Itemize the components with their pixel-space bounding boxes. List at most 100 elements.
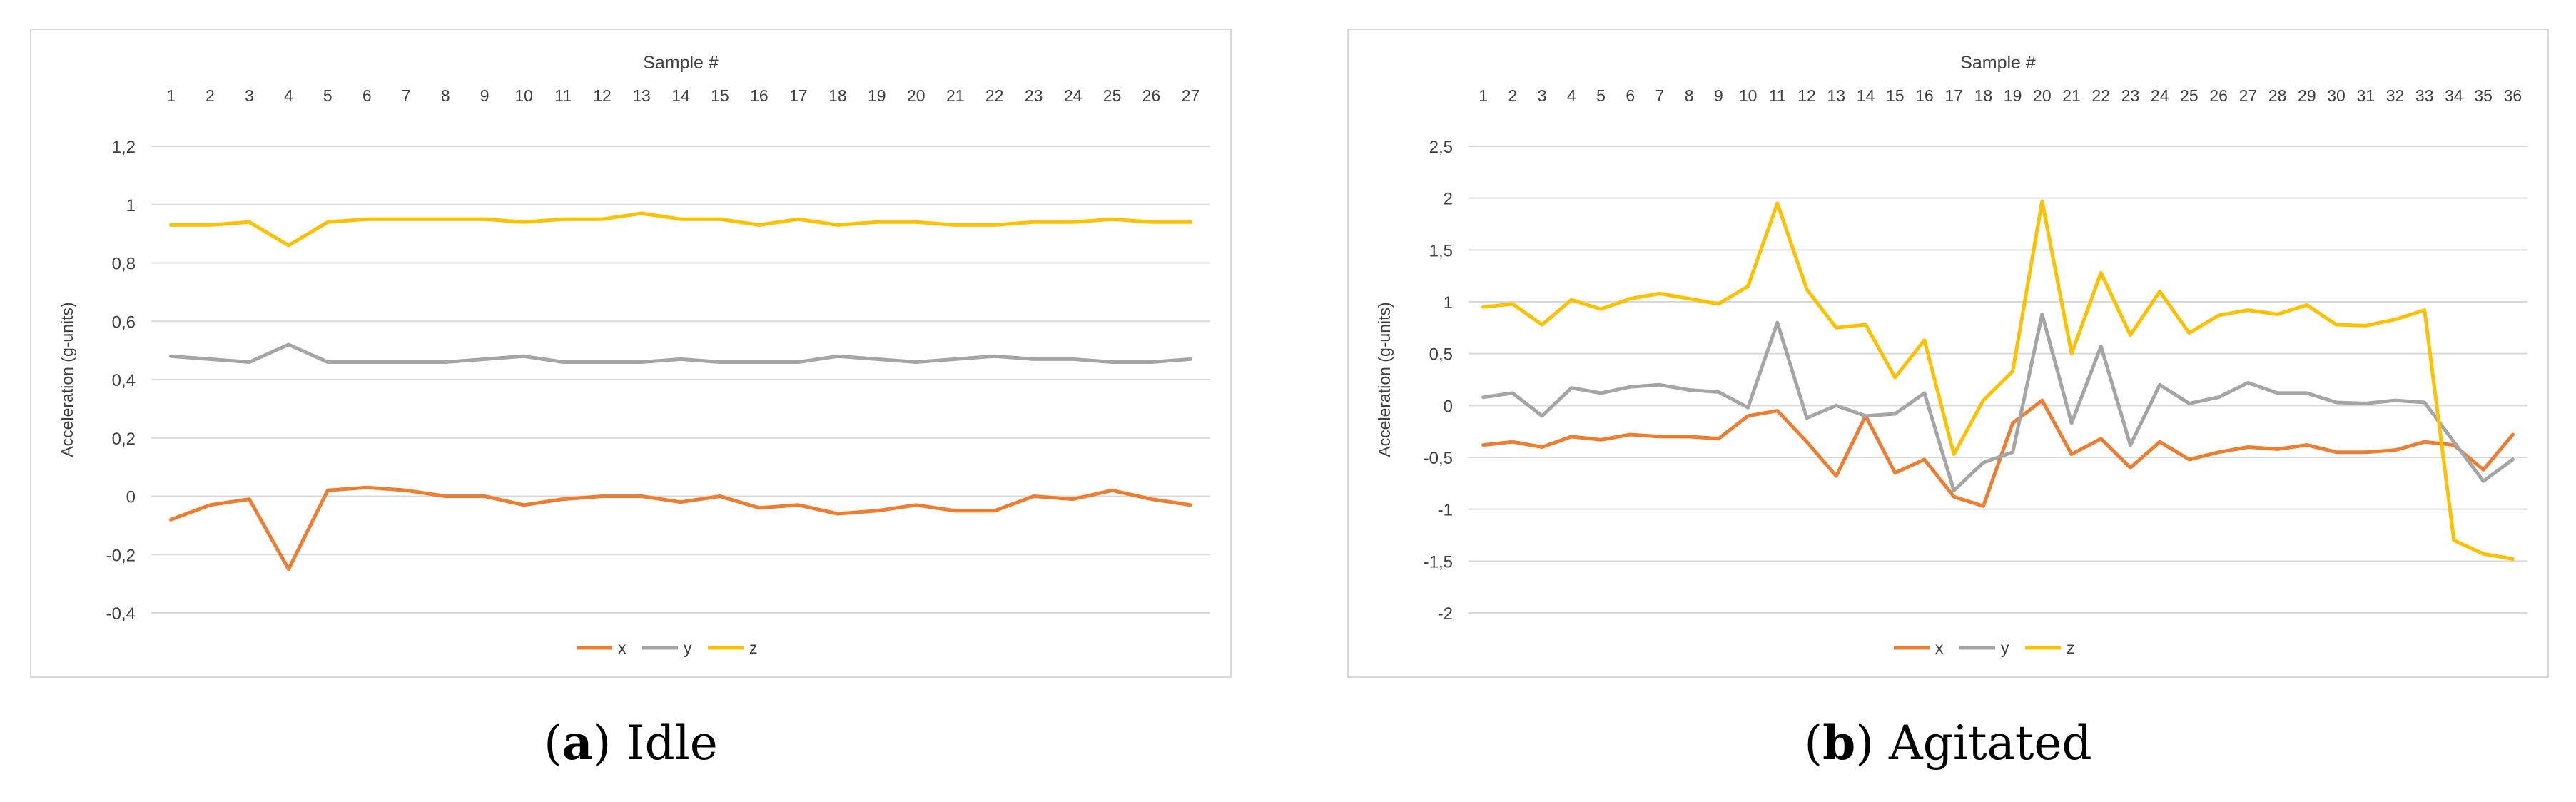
- x-tick-label: 18: [1974, 86, 1993, 105]
- x-tick-label: 32: [2386, 86, 2405, 105]
- caption-letter: a: [562, 715, 593, 771]
- legend-label-z: z: [2067, 639, 2075, 657]
- x-tick-label: 3: [245, 86, 254, 105]
- y-tick-label: -1: [1438, 501, 1453, 520]
- y-tick-label: 0: [1444, 397, 1453, 416]
- y-tick-label: 0,4: [112, 371, 136, 390]
- x-tick-label: 4: [1567, 86, 1576, 105]
- x-tick-label: 14: [671, 86, 690, 105]
- x-tick-label: 22: [985, 86, 1004, 105]
- x-tick-label: 9: [1714, 86, 1723, 105]
- x-tick-label: 25: [1103, 86, 1122, 105]
- legend-label-x: x: [618, 639, 627, 657]
- y-tick-label: 0: [126, 488, 136, 507]
- x-tick-label: 15: [711, 86, 729, 105]
- x-tick-label: 12: [593, 86, 612, 105]
- y-tick-label: -1,5: [1424, 552, 1453, 572]
- y-axis-title: Acceleration (g-units): [1375, 302, 1394, 457]
- y-axis-title: Acceleration (g-units): [58, 302, 76, 457]
- x-tick-label: 10: [1739, 86, 1758, 105]
- x-tick-label: 8: [1685, 86, 1694, 105]
- series-line-z: [169, 211, 1192, 248]
- x-tick-label: 23: [2121, 86, 2140, 105]
- y-tick-label: 2: [1444, 190, 1453, 209]
- x-axis-title: Sample #: [1960, 53, 2036, 73]
- x-tick-label: 19: [2004, 86, 2022, 105]
- x-tick-label: 29: [2298, 86, 2316, 105]
- x-tick-label: 2: [206, 86, 215, 105]
- x-tick-label: 24: [1064, 86, 1082, 105]
- y-tick-label: 1: [126, 196, 136, 215]
- caption-text: Idle: [626, 716, 718, 771]
- x-tick-label: 11: [1769, 86, 1786, 105]
- x-tick-label: 12: [1797, 86, 1816, 105]
- x-tick-label: 21: [2062, 86, 2081, 105]
- x-tick-label: 35: [2474, 86, 2493, 105]
- y-tick-label: -0,2: [106, 546, 136, 565]
- chart-panel-idle: -0,4 -0,2 0 0,2 0,4 0,6 0,8 1 1,2 Sample #1 2 3 4 5 6 7…: [30, 29, 1232, 678]
- x-tick-label: 8: [441, 86, 450, 105]
- y-tick-label: 2,5: [1429, 138, 1453, 157]
- x-tick-label: 5: [1596, 86, 1606, 105]
- x-tick-label: 23: [1025, 86, 1043, 105]
- x-tick-label: 20: [907, 86, 926, 105]
- x-tick-label: 9: [480, 86, 490, 105]
- x-tick-label: 13: [632, 86, 651, 105]
- series-line-x: [1481, 398, 2515, 508]
- x-tick-label: 27: [1182, 86, 1200, 105]
- caption-idle: (a) Idle: [544, 715, 718, 771]
- x-tick-label: 10: [514, 86, 533, 105]
- x-tick-label: 26: [2209, 86, 2228, 105]
- x-tick-label: 17: [1944, 86, 1963, 105]
- x-tick-label: 33: [2415, 86, 2434, 105]
- legend-label-z: z: [749, 639, 758, 657]
- x-tick-label: 24: [2151, 86, 2169, 105]
- x-tick-label: 19: [868, 86, 886, 105]
- x-tick-label: 1: [1479, 86, 1488, 105]
- caption-agitated: (b) Agitated: [1804, 715, 2092, 771]
- y-tick-label: 1,5: [1429, 241, 1453, 260]
- x-tick-label: 21: [946, 86, 965, 105]
- x-tick-label: 31: [2356, 86, 2375, 105]
- chart-panel-agitated: -2 -1,5 -1 -0,5 0 0,5 1 1,5 2 2,5 Sample #1 2 3 4 5 6 7 8…: [1347, 29, 2549, 678]
- x-tick-label: 13: [1827, 86, 1845, 105]
- y-tick-label: 0,5: [1429, 345, 1453, 365]
- x-tick-label: 11: [554, 86, 572, 105]
- x-tick-label: 22: [2091, 86, 2110, 105]
- series-line-z: [1481, 199, 2515, 561]
- x-tick-label: 20: [2033, 86, 2052, 105]
- y-tick-label: -0,4: [106, 604, 136, 624]
- series-line-y: [169, 342, 1192, 364]
- y-tick-label: 0,6: [112, 313, 136, 332]
- y-tick-label: 1: [1444, 293, 1453, 313]
- x-tick-label: 6: [1626, 86, 1635, 105]
- caption-text: Agitated: [1888, 716, 2092, 771]
- x-tick-label: 3: [1538, 86, 1547, 105]
- x-tick-label: 34: [2445, 86, 2463, 105]
- x-tick-label: 25: [2180, 86, 2199, 105]
- x-tick-label: 36: [2504, 86, 2522, 105]
- y-tick-label: 0,8: [112, 255, 136, 274]
- series-line-x: [169, 485, 1192, 572]
- x-tick-label: 7: [1655, 86, 1665, 105]
- legend-label-x: x: [1935, 639, 1944, 657]
- x-axis-title: Sample #: [643, 53, 719, 73]
- x-tick-label: 6: [362, 86, 372, 105]
- y-tick-label: 1,2: [112, 138, 136, 157]
- x-tick-label: 14: [1857, 86, 1875, 105]
- x-tick-label: 28: [2268, 86, 2287, 105]
- y-tick-label: -2: [1438, 604, 1453, 624]
- x-tick-label: 26: [1142, 86, 1161, 105]
- legend-label-y: y: [684, 639, 692, 657]
- x-tick-label: 16: [1915, 86, 1934, 105]
- y-tick-label: -0,5: [1424, 449, 1453, 468]
- y-tick-label: 0,2: [112, 430, 136, 449]
- x-tick-label: 27: [2239, 86, 2258, 105]
- series-line-y: [1481, 312, 2515, 492]
- x-tick-label: 4: [284, 86, 293, 105]
- x-tick-label: 30: [2327, 86, 2346, 105]
- x-tick-label: 5: [323, 86, 333, 105]
- x-tick-label: 15: [1886, 86, 1905, 105]
